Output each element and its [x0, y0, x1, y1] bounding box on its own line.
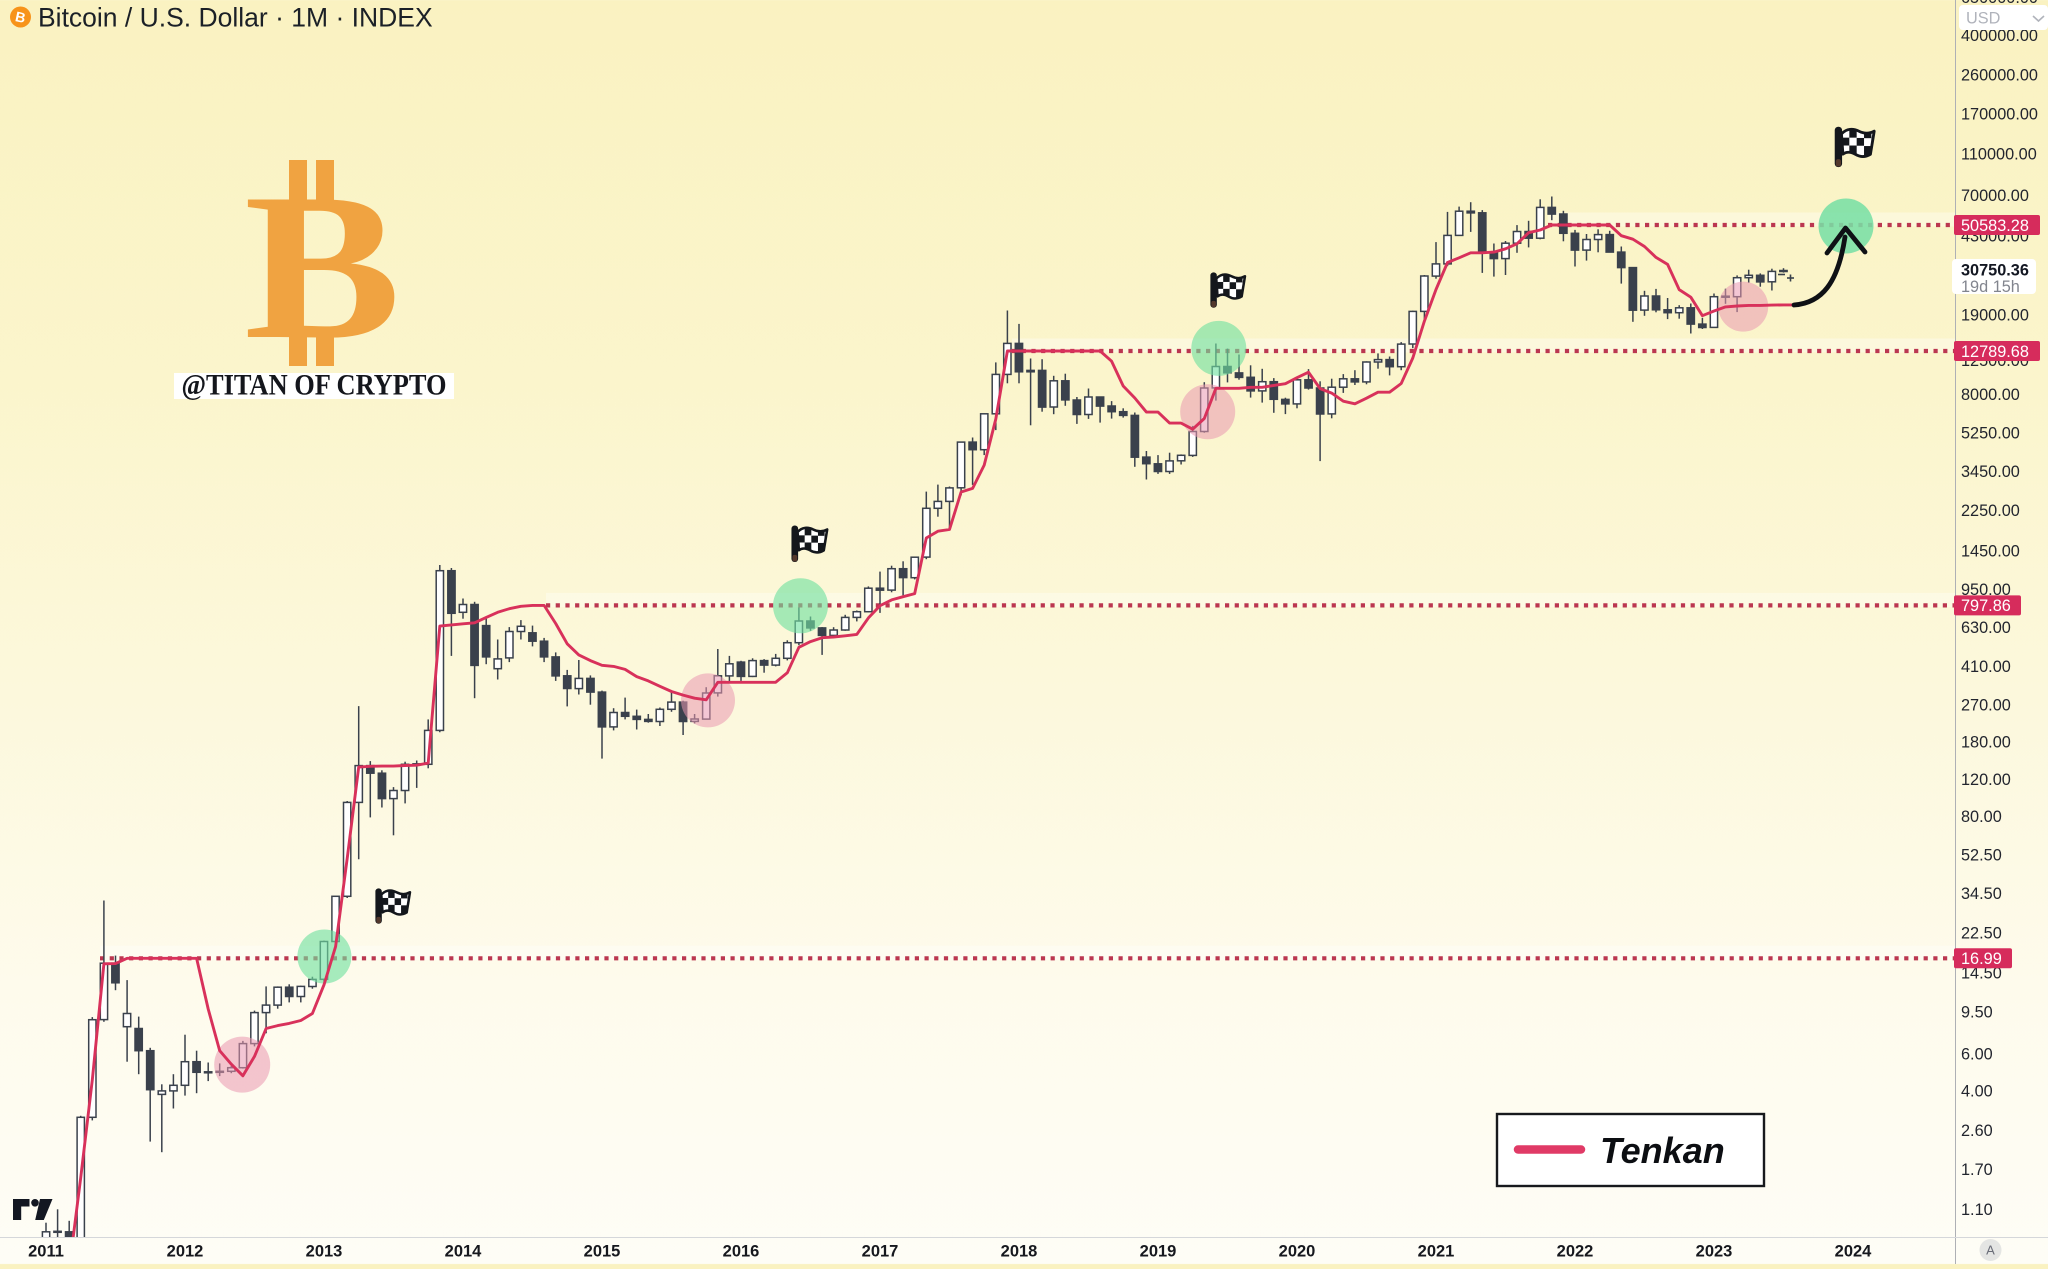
svg-text:2023: 2023 [1696, 1243, 1733, 1261]
svg-text:630.00: 630.00 [1961, 619, 2011, 637]
svg-text:70000.00: 70000.00 [1961, 187, 2029, 205]
svg-text:2018: 2018 [1001, 1243, 1038, 1261]
svg-text:2022: 2022 [1557, 1243, 1594, 1261]
svg-text:Bitcoin / U.S. Dollar · 1M · I: Bitcoin / U.S. Dollar · 1M · INDEX [38, 3, 433, 33]
svg-text:9.50: 9.50 [1961, 1003, 1993, 1021]
svg-text:19d 15h: 19d 15h [1961, 278, 2020, 296]
svg-text:52.50: 52.50 [1961, 847, 2002, 865]
svg-text:2024: 2024 [1835, 1243, 1873, 1261]
svg-text:5250.00: 5250.00 [1961, 425, 2020, 443]
svg-text:Tenkan: Tenkan [1600, 1130, 1725, 1171]
svg-text:2017: 2017 [862, 1243, 899, 1261]
svg-text:30750.36: 30750.36 [1961, 261, 2029, 279]
svg-text:A: A [1986, 1243, 1995, 1258]
svg-text:2012: 2012 [167, 1243, 204, 1261]
svg-text:2021: 2021 [1418, 1243, 1455, 1261]
svg-text:80.00: 80.00 [1961, 808, 2002, 826]
svg-text:2011: 2011 [28, 1243, 64, 1261]
svg-text:B: B [14, 8, 27, 26]
svg-text:2019: 2019 [1140, 1243, 1177, 1261]
svg-text:400000.00: 400000.00 [1961, 27, 2038, 45]
svg-text:34.50: 34.50 [1961, 885, 2002, 903]
svg-text:16.99: 16.99 [1961, 950, 2002, 968]
svg-text:1.70: 1.70 [1961, 1161, 1993, 1179]
svg-text:110000.00: 110000.00 [1961, 146, 2037, 164]
svg-text:2014: 2014 [445, 1243, 483, 1261]
svg-text:12789.68: 12789.68 [1961, 343, 2029, 361]
svg-text:260000.00: 260000.00 [1961, 67, 2038, 85]
svg-text:@TITAN OF CRYPTO: @TITAN OF CRYPTO [181, 369, 446, 402]
svg-text:50583.28: 50583.28 [1961, 217, 2029, 235]
svg-text:180.00: 180.00 [1961, 734, 2011, 752]
svg-text:USD: USD [1966, 10, 2000, 28]
svg-text:3450.00: 3450.00 [1961, 463, 2020, 481]
svg-text:2.60: 2.60 [1961, 1122, 1993, 1140]
svg-text:2016: 2016 [723, 1243, 760, 1261]
svg-text:410.00: 410.00 [1961, 658, 2011, 676]
svg-text:6.00: 6.00 [1961, 1046, 1993, 1064]
svg-text:950.00: 950.00 [1961, 581, 2011, 599]
svg-text:120.00: 120.00 [1961, 771, 2011, 789]
svg-text:22.50: 22.50 [1961, 924, 2002, 942]
svg-text:650000.00: 650000.00 [1961, 0, 2038, 7]
svg-text:2250.00: 2250.00 [1961, 502, 2020, 520]
svg-text:14.50: 14.50 [1961, 965, 2002, 983]
svg-text:19000.00: 19000.00 [1961, 307, 2029, 325]
svg-text:8000.00: 8000.00 [1961, 386, 2020, 404]
svg-text:4.00: 4.00 [1961, 1083, 1993, 1101]
svg-text:170000.00: 170000.00 [1961, 106, 2038, 124]
svg-text:1450.00: 1450.00 [1961, 542, 2020, 560]
svg-text:270.00: 270.00 [1961, 697, 2011, 715]
svg-text:2020: 2020 [1279, 1243, 1316, 1261]
svg-text:2013: 2013 [306, 1243, 343, 1261]
svg-text:1.10: 1.10 [1961, 1201, 1993, 1219]
svg-text:797.86: 797.86 [1961, 597, 2011, 615]
svg-text:2015: 2015 [584, 1243, 621, 1261]
